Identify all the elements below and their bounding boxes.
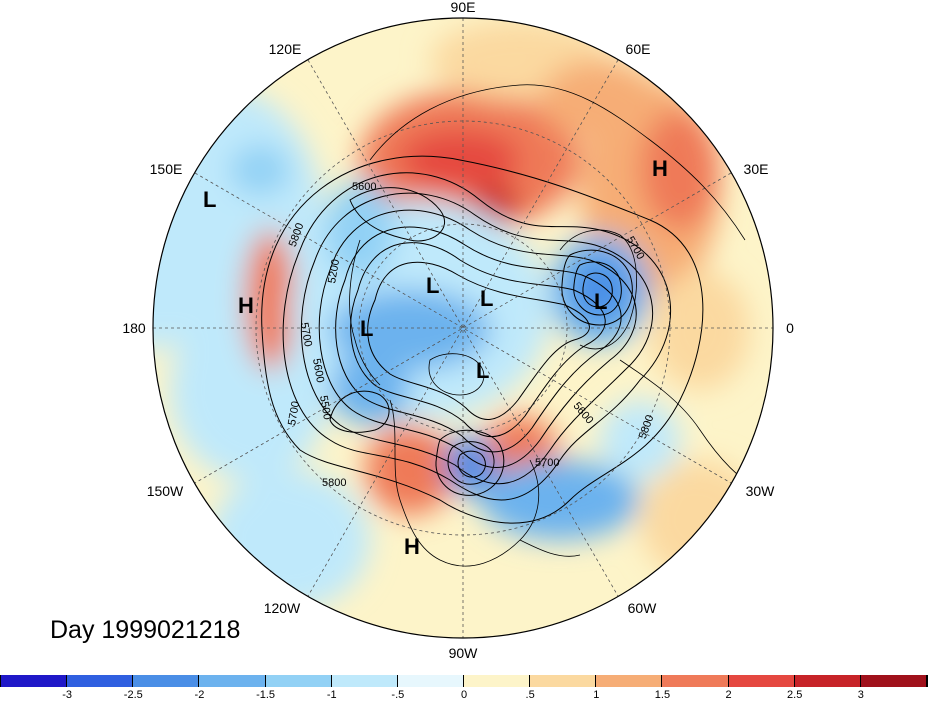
low-marker: L bbox=[594, 289, 607, 314]
contour-label: 5200 bbox=[326, 258, 342, 284]
contour-label: 5600 bbox=[352, 181, 376, 193]
lon-label-150w: 150W bbox=[147, 483, 184, 499]
colorbar-tick-label: 2 bbox=[725, 689, 732, 701]
colorbar-tick-label: -3 bbox=[62, 689, 73, 701]
low-marker: L bbox=[203, 187, 216, 212]
colorbar-swatch bbox=[265, 675, 332, 687]
low-marker: L bbox=[426, 273, 439, 298]
colorbar-tick-label: 1.5 bbox=[654, 689, 671, 701]
high-marker: H bbox=[238, 293, 254, 318]
lon-label-180: 180 bbox=[122, 320, 146, 336]
colorbar-swatch bbox=[530, 675, 597, 687]
globe-outline bbox=[152, 17, 774, 639]
colorbar-tick-label: -2 bbox=[194, 689, 205, 701]
colorbar-tick-label: -1 bbox=[326, 689, 337, 701]
lon-label-120w: 120W bbox=[264, 600, 301, 616]
pressure-markers: H L H L L L L L H bbox=[203, 156, 668, 559]
day-title: Day 1999021218 bbox=[50, 616, 241, 644]
lon-label-30w: 30W bbox=[746, 483, 776, 499]
colorbar-swatch bbox=[860, 675, 927, 687]
colorbar-tick-label: -1.5 bbox=[256, 689, 276, 701]
low-marker: L bbox=[480, 286, 493, 311]
contour-label: 5700 bbox=[535, 457, 559, 469]
lon-label-120e: 120E bbox=[269, 41, 302, 57]
colorbar-swatch bbox=[794, 675, 861, 687]
colorbar-swatch bbox=[133, 675, 200, 687]
colorbar-tick-label: 3 bbox=[857, 689, 864, 701]
colorbar-tick-label: -2.5 bbox=[123, 689, 143, 701]
colorbar-swatch bbox=[397, 675, 464, 687]
colorbar-swatch bbox=[464, 675, 531, 687]
colorbar-swatch bbox=[331, 675, 398, 687]
contour-label: 5500 bbox=[317, 395, 333, 421]
polar-map: 5600 5800 5200 5700 5600 5500 5700 5800 … bbox=[122, 0, 794, 661]
high-marker: H bbox=[404, 534, 420, 559]
colorbar-swatch bbox=[662, 675, 729, 687]
colorbar-swatch bbox=[596, 675, 663, 687]
height-contours bbox=[261, 155, 704, 524]
contour-labels: 5600 5800 5200 5700 5600 5500 5700 5800 … bbox=[286, 181, 656, 489]
lon-label-150e: 150E bbox=[150, 161, 183, 177]
graticule bbox=[153, 18, 773, 638]
contour-label: 5700 bbox=[298, 322, 314, 348]
contour-label: 5600 bbox=[310, 358, 326, 384]
colorbar-swatch bbox=[1, 675, 68, 687]
lon-label-90e: 90E bbox=[451, 0, 476, 15]
colorbar-tick-label: -.5 bbox=[391, 689, 405, 701]
lon-label-0: 0 bbox=[786, 320, 794, 336]
colorbar: -3 -2.5 -2 -1.5 -1 -.5 0 .5 1 1.5 2 2.5 3 bbox=[0, 675, 928, 702]
colorbar-swatch bbox=[67, 675, 134, 687]
contour-label: 5700 bbox=[286, 400, 302, 426]
lon-label-90w: 90W bbox=[449, 645, 479, 661]
colorbar-tick-label: 1 bbox=[593, 689, 600, 701]
coastlines bbox=[349, 84, 761, 567]
colorbar-tick-label: 2.5 bbox=[787, 689, 803, 701]
lon-label-30e: 30E bbox=[744, 161, 769, 177]
colorbar-swatch bbox=[728, 675, 795, 687]
low-marker: L bbox=[360, 316, 373, 341]
lon-label-60w: 60W bbox=[628, 600, 658, 616]
low-marker: L bbox=[476, 358, 489, 383]
colorbar-tick-label: .5 bbox=[525, 689, 535, 701]
contour-label: 5800 bbox=[322, 477, 346, 489]
lon-label-60e: 60E bbox=[626, 41, 651, 57]
longitude-labels: 90E 60E 30E 0 30W 60W 90W 120W 150W 180 … bbox=[122, 0, 794, 661]
colorbar-swatch bbox=[199, 675, 266, 687]
high-marker: H bbox=[652, 156, 668, 181]
colorbar-tick-label: 0 bbox=[460, 689, 468, 701]
